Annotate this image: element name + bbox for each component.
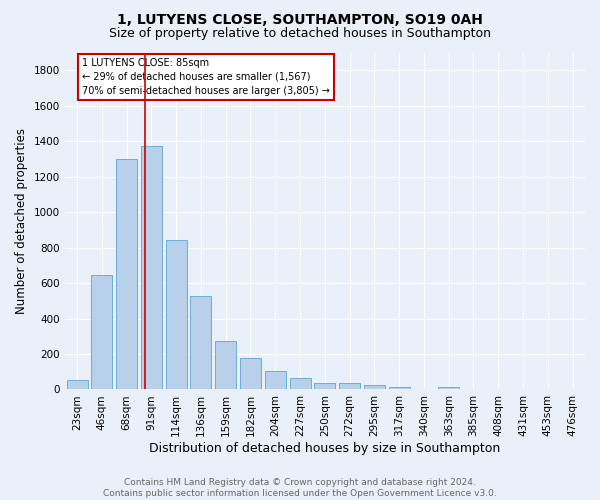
Bar xyxy=(190,296,211,390)
Bar xyxy=(240,358,261,390)
Bar xyxy=(215,340,236,390)
Bar xyxy=(413,388,434,390)
X-axis label: Distribution of detached houses by size in Southampton: Distribution of detached houses by size … xyxy=(149,442,500,455)
Y-axis label: Number of detached properties: Number of detached properties xyxy=(15,128,28,314)
Bar xyxy=(166,240,187,390)
Bar xyxy=(389,387,410,390)
Text: 1, LUTYENS CLOSE, SOUTHAMPTON, SO19 0AH: 1, LUTYENS CLOSE, SOUTHAMPTON, SO19 0AH xyxy=(117,12,483,26)
Bar xyxy=(116,159,137,390)
Bar xyxy=(265,371,286,390)
Text: Size of property relative to detached houses in Southampton: Size of property relative to detached ho… xyxy=(109,28,491,40)
Bar xyxy=(314,384,335,390)
Bar xyxy=(463,388,484,390)
Bar xyxy=(364,385,385,390)
Bar xyxy=(438,388,459,390)
Text: 1 LUTYENS CLOSE: 85sqm
← 29% of detached houses are smaller (1,567)
70% of semi-: 1 LUTYENS CLOSE: 85sqm ← 29% of detached… xyxy=(82,58,329,96)
Bar xyxy=(339,384,360,390)
Bar xyxy=(290,378,311,390)
Bar xyxy=(91,275,112,390)
Bar xyxy=(67,380,88,390)
Bar xyxy=(141,146,162,390)
Text: Contains HM Land Registry data © Crown copyright and database right 2024.
Contai: Contains HM Land Registry data © Crown c… xyxy=(103,478,497,498)
